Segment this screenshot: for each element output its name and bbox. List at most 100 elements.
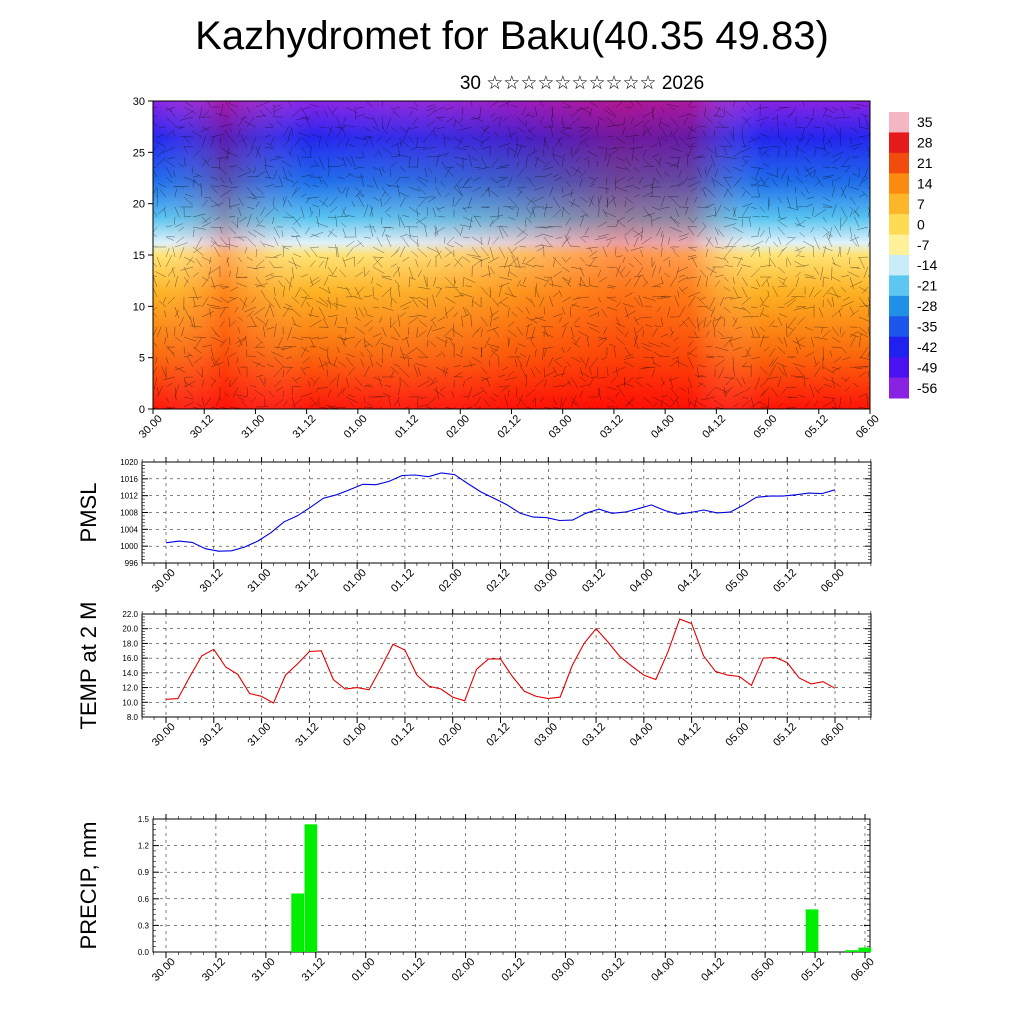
wind-barb [759, 326, 765, 332]
wind-barb [534, 186, 545, 191]
wind-barb [523, 276, 527, 284]
wind-barb [480, 140, 483, 148]
ytick-label: 0.3 [138, 921, 150, 930]
wind-barb [723, 337, 733, 348]
wind-barb [481, 136, 491, 143]
wind-barb [183, 156, 186, 167]
wind-barb [480, 366, 488, 375]
wind-barb [462, 306, 468, 317]
xtick-label: 31.00 [250, 956, 278, 984]
wind-barb [516, 226, 528, 236]
wind-barb [817, 386, 824, 392]
wind-barb [624, 354, 633, 358]
wind-barb [363, 204, 369, 218]
wind-barb [226, 256, 230, 263]
wind-barb [237, 196, 245, 207]
wind-barb [833, 356, 842, 364]
wind-barb [597, 296, 602, 303]
ytick-label: 1.5 [138, 815, 150, 824]
heatmap-xtick-label: 30.12 [188, 413, 216, 441]
wind-barb [435, 246, 442, 259]
wind-barb [723, 166, 731, 173]
wind-barb [453, 226, 461, 235]
wind-barb [697, 381, 707, 388]
wind-barb [381, 216, 383, 225]
wind-barb [399, 233, 408, 238]
wind-barb [470, 316, 473, 328]
wind-barb [525, 306, 530, 314]
wind-barb [339, 269, 347, 278]
wind-barb [527, 128, 536, 138]
wind-barb [655, 168, 662, 178]
xtick-label: 04.12 [699, 956, 727, 984]
wind-barb [183, 276, 189, 284]
wind-barb [690, 402, 698, 408]
wind-barb [385, 213, 392, 218]
wind-barb [701, 396, 716, 401]
wind-barb [615, 322, 626, 328]
wind-barb [187, 356, 194, 368]
wind-barb [465, 285, 473, 288]
wind-barb [426, 104, 436, 108]
xtick-label: 30.00 [150, 721, 178, 749]
wind-barb [473, 176, 482, 182]
wind-barb [462, 314, 469, 318]
wind-barb [336, 326, 346, 329]
wind-barb [676, 266, 689, 273]
wind-barb [336, 156, 345, 161]
wind-barb [651, 206, 662, 211]
wind-barb [703, 189, 707, 198]
wind-barb [777, 145, 780, 158]
wind-barb [259, 377, 266, 388]
wind-barb [306, 196, 320, 199]
wind-barb [160, 189, 167, 198]
wind-barb [597, 120, 599, 128]
wind-barb [288, 151, 293, 158]
wind-barb [511, 255, 518, 268]
wind-barb [831, 366, 841, 370]
wind-barb [561, 325, 567, 338]
wind-barb [318, 260, 325, 268]
wind-barb [726, 188, 734, 198]
wind-barb [375, 362, 383, 368]
wind-barb [201, 276, 210, 288]
wind-barb [711, 176, 716, 188]
chart-title: Kazhydromet for Baku(40.35 49.83) [195, 14, 829, 58]
xtick-label: 02.12 [499, 956, 527, 984]
wind-barb [849, 331, 858, 338]
wind-barb [813, 146, 825, 150]
wind-barb [561, 346, 565, 354]
wind-barb [798, 395, 806, 398]
wind-barb [291, 108, 301, 118]
wind-barb [363, 126, 372, 132]
wind-barb [624, 246, 629, 253]
wind-barb [828, 226, 833, 240]
wind-barb [590, 176, 599, 185]
wind-barb [291, 398, 303, 408]
wind-barb [232, 386, 239, 398]
wind-barb [462, 380, 465, 388]
wind-barb [219, 176, 225, 184]
wind-barb [480, 260, 482, 268]
wind-barb [601, 356, 608, 361]
wind-barb [343, 116, 347, 123]
wind-barb [543, 346, 554, 350]
wind-barb [492, 236, 500, 245]
wind-barb [713, 323, 716, 338]
wind-barb [534, 156, 546, 164]
wind-barb [372, 296, 379, 301]
wind-barb [720, 336, 734, 340]
wind-barb [759, 176, 767, 187]
xtick-label: 03.12 [580, 567, 608, 595]
wind-barb [192, 296, 196, 307]
wind-barb [165, 280, 171, 288]
wind-barb [822, 136, 826, 151]
wind-barb [686, 136, 698, 140]
wind-barb [840, 331, 846, 338]
wind-barb [479, 106, 482, 120]
wind-barb [777, 196, 782, 203]
wind-barb [750, 206, 757, 210]
wind-barb [630, 116, 635, 124]
wind-barb [264, 184, 275, 188]
wind-barb [417, 270, 422, 278]
